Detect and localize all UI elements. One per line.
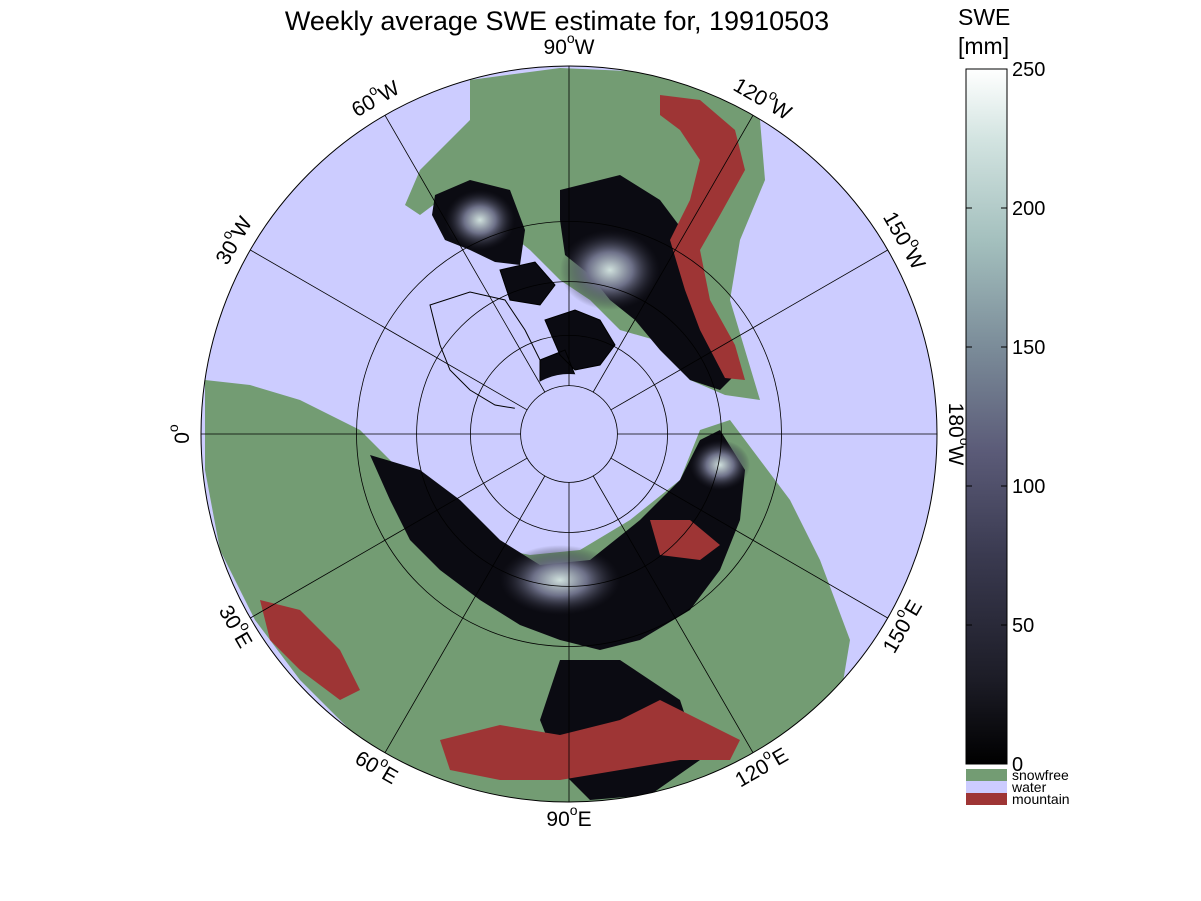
colorbar: SWE [mm] 0 50 100 150 200 250 snowfreewatermo…: [958, 4, 1070, 807]
colorbar-tick-label: 200: [1012, 198, 1045, 220]
legend-swatch-snowfree: [966, 769, 1007, 781]
quebec-deep-snow: [445, 190, 515, 250]
legend-swatch-water: [966, 781, 1007, 793]
meridian-line: [384, 115, 546, 393]
colorbar-tick-label: 100: [1012, 476, 1045, 498]
colorbar-ticks: 0 50 100 150 200 250: [966, 59, 1045, 776]
north-pole-region: [509, 374, 629, 494]
meridian-label: 180oW: [944, 403, 973, 466]
polar-map: [201, 66, 937, 802]
siberia-deep-snow: [500, 545, 620, 615]
meridian-label: 0o: [165, 424, 194, 444]
meridian-line: [592, 475, 754, 753]
legend-swatch-mountain: [966, 793, 1007, 805]
colorbar-tick-label: 0: [1012, 754, 1023, 776]
north-america-deep-snow: [560, 230, 660, 310]
meridian-line: [610, 457, 888, 619]
graticule: [201, 66, 937, 802]
colorbar-tick-label: 250: [1012, 59, 1045, 81]
colorbar-tick-label: 150: [1012, 337, 1045, 359]
legend-label-snowfree: snowfree: [1012, 767, 1069, 783]
colorbar-title: SWE: [958, 4, 1010, 30]
east-siberia-deep-snow: [690, 440, 750, 490]
meridian-label: 90oW: [544, 30, 595, 59]
meridian-line: [610, 249, 888, 411]
colorbar-unit: [mm]: [958, 33, 1009, 59]
meridian-line: [592, 115, 754, 393]
map-title: Weekly average SWE estimate for, 1991050…: [285, 6, 829, 36]
meridian-line: [250, 457, 528, 619]
legend-label-water: water: [1011, 779, 1047, 795]
meridian-line: [384, 475, 546, 753]
map-border: [200, 65, 938, 803]
meridian-label: 90oE: [546, 802, 591, 831]
eurasian-mountains: [260, 520, 740, 780]
colorbar-gradient: [965, 68, 1008, 765]
colorbar-tick-label: 50: [1012, 615, 1034, 637]
meridian-line: [250, 249, 528, 411]
legend-label-mountain: mountain: [1012, 791, 1070, 807]
